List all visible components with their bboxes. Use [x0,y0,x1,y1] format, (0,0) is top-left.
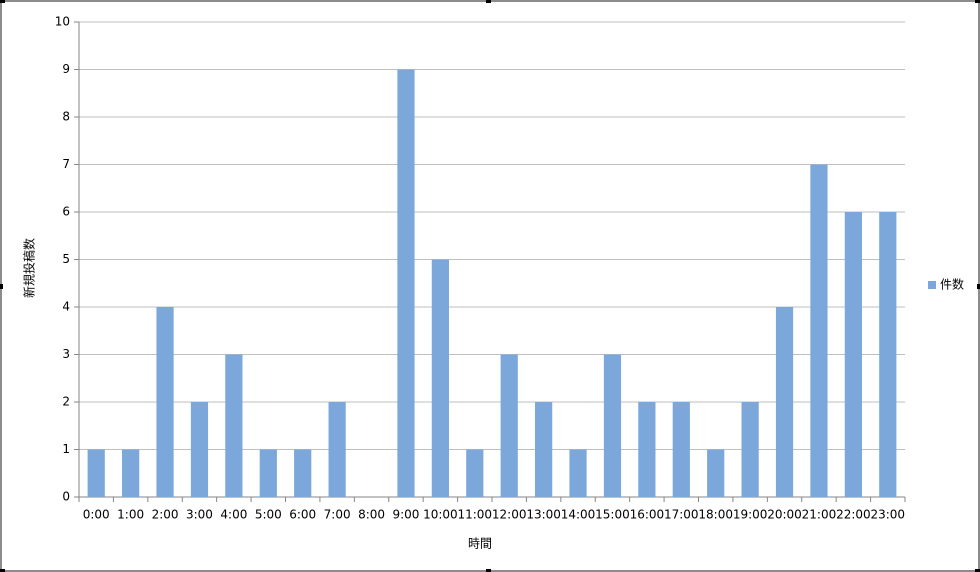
x-tick-label: 9:00 [392,508,419,522]
bar [638,402,656,497]
x-tick-label: 20:00 [767,508,802,522]
x-tick-label: 5:00 [255,508,282,522]
x-tick-label: 23:00 [870,508,905,522]
y-tick-label: 2 [62,395,70,409]
x-tick-label: 3:00 [186,508,213,522]
x-tick-label: 18:00 [698,508,733,522]
x-axis-label: 時間 [468,537,492,551]
y-tick-label: 8 [62,110,70,124]
y-tick-label: 10 [55,15,70,29]
bar [87,449,105,497]
y-tick-label: 9 [62,62,70,76]
y-tick-label: 5 [62,252,70,266]
bar [741,402,759,497]
bar [259,449,277,497]
bar [500,354,518,497]
bar [672,402,690,497]
bar [156,307,174,497]
x-tick-label: 17:00 [664,508,699,522]
x-tick-label: 14:00 [561,508,596,522]
legend-swatch [928,281,936,289]
x-tick-label: 6:00 [289,508,316,522]
x-tick-label: 7:00 [324,508,351,522]
bar [810,164,828,497]
x-tick-label: 2:00 [152,508,179,522]
bar [707,449,725,497]
x-tick-label: 11:00 [457,508,492,522]
bar [844,212,862,497]
x-tick-label: 13:00 [526,508,561,522]
bar [879,212,897,497]
bar [294,449,312,497]
bar [190,402,209,497]
x-tick-label: 19:00 [733,508,768,522]
bar [535,402,553,497]
bar [397,69,415,497]
bar [603,354,622,497]
x-tick-label: 22:00 [836,508,871,522]
x-tick-label: 21:00 [802,508,837,522]
x-tick-label: 16:00 [630,508,665,522]
x-tick-label: 1:00 [117,508,144,522]
y-tick-label: 7 [62,157,70,171]
x-tick-label: 15:00 [595,508,630,522]
legend-label: 件数 [940,277,964,292]
bar [122,449,140,497]
x-tick-label: 8:00 [358,508,385,522]
bar [225,354,243,497]
bar [466,449,484,497]
bar [569,449,587,497]
y-tick-label: 1 [62,442,70,456]
y-tick-label: 0 [62,490,70,504]
y-tick-label: 6 [62,205,70,219]
y-tick-label: 4 [62,300,70,314]
bar [328,402,346,497]
x-tick-label: 0:00 [83,508,110,522]
y-axis-label: 新規投稿数 [22,238,37,298]
bar [775,307,794,497]
x-tick-label: 12:00 [492,508,527,522]
bar [431,259,449,497]
x-tick-label: 10:00 [423,508,458,522]
x-tick-label: 4:00 [220,508,247,522]
y-tick-label: 3 [62,347,70,361]
